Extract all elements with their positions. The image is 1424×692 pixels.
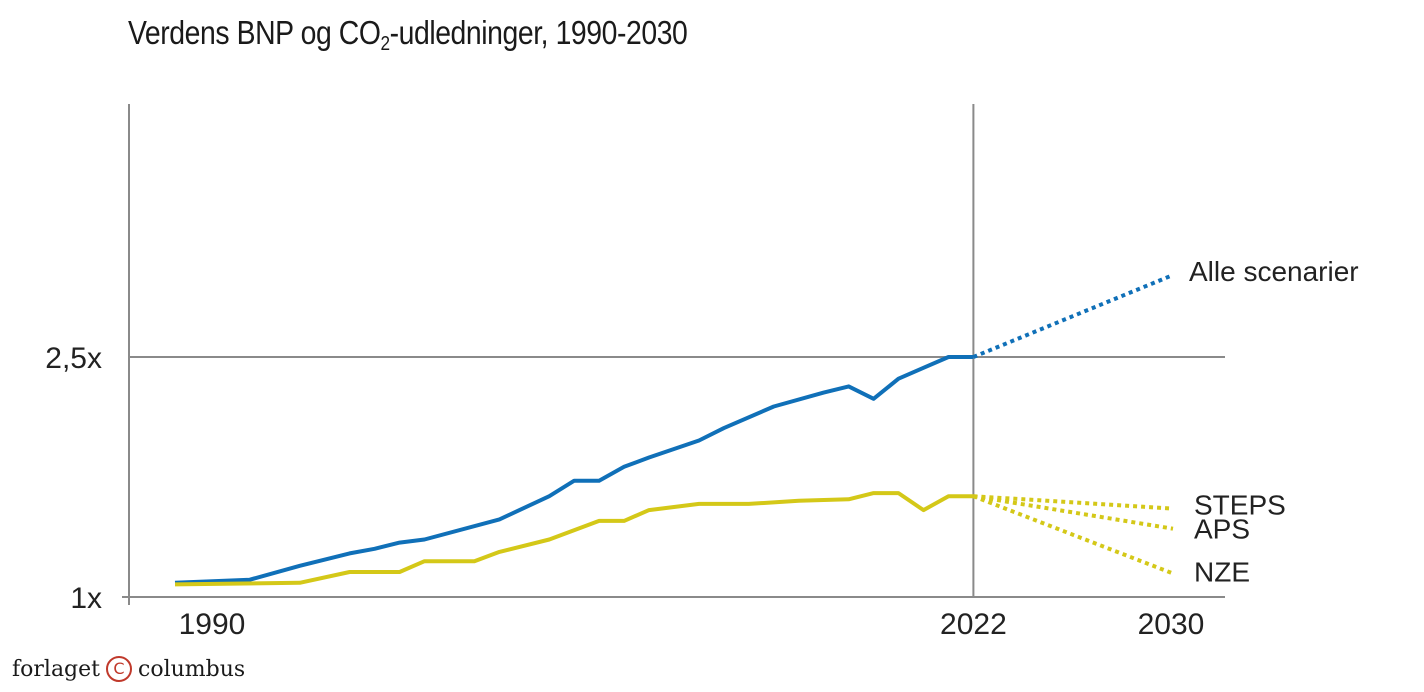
series-line-bnp [174,355,974,585]
copyright-circle-icon: C [106,656,132,682]
publisher-logo: forlaget C columbus [12,656,245,682]
chart-title: Verdens BNP og CO2-udledninger, 1990-203… [128,14,688,56]
label-alle-scenarier: Alle scenarier [1189,256,1359,287]
y-tick-label-2-5x: 2,5x [45,342,102,375]
label-aps: APS [1194,514,1250,545]
x-tick-label-1990: 1990 [179,608,246,641]
label-steps: STEPS [1194,490,1286,521]
chart-title-main: Verdens BNP og CO [128,14,381,51]
chart-title-subscript: 2 [380,33,390,55]
series-line-alle-scenarier [972,273,1174,359]
logo-text-columbus: columbus [138,656,246,682]
series-line-co2 [174,491,974,587]
y-tick-label-1x: 1x [70,582,102,615]
chart-title-rest: -udledninger, 1990-2030 [389,14,688,51]
series-line-aps [973,494,1174,531]
series-line-steps [973,494,1174,511]
x-tick-label-2030: 2030 [1138,608,1205,641]
series-line-nze [972,494,1174,576]
label-nze: NZE [1194,557,1250,588]
x-tick-label-2022: 2022 [940,608,1007,641]
logo-text-forlaget: forlaget [12,656,100,682]
